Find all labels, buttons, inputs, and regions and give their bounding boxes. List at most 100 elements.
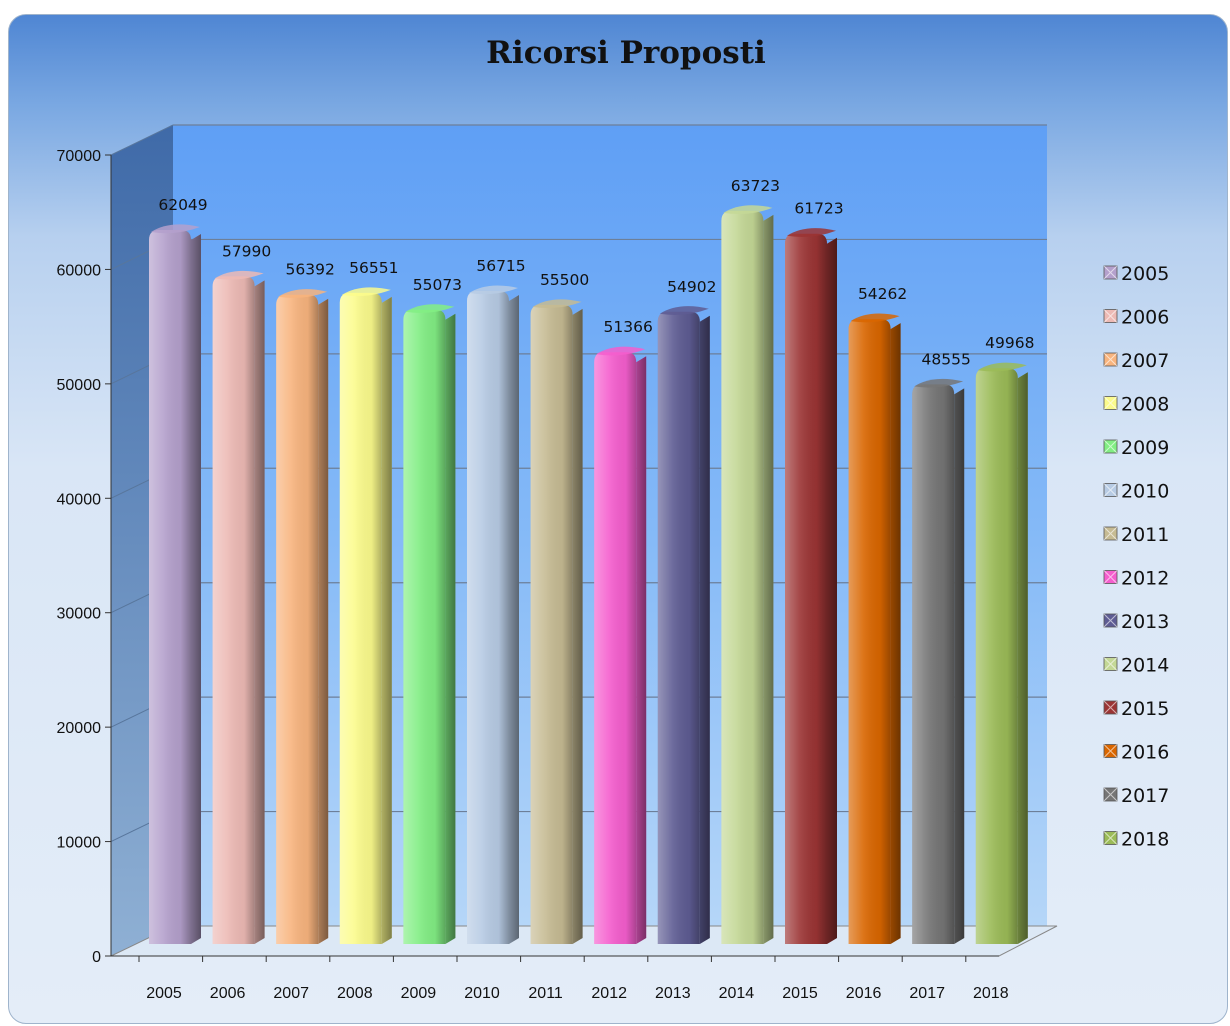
bar-top — [596, 346, 646, 356]
bar-side-shade — [254, 280, 265, 944]
bar-top — [787, 228, 836, 237]
y-tick-label: 50000 — [57, 377, 102, 394]
data-label: 63723 — [731, 177, 780, 195]
bar-top — [469, 285, 518, 295]
x-tick-label: 2011 — [528, 985, 563, 1002]
x-tick-label: 2010 — [464, 985, 500, 1002]
bar-chart: Ricorsi Proposti 0 10000 20000 30000 40000 50… — [57, 35, 1170, 1002]
bar-top — [278, 289, 328, 298]
bar-shade — [912, 384, 955, 944]
legend-swatch-shade — [1103, 657, 1118, 671]
legend-swatch-shade — [1103, 570, 1118, 584]
data-label: 51366 — [604, 318, 653, 336]
bar-shade — [721, 210, 764, 945]
x-tick-label: 2017 — [909, 985, 945, 1002]
bar-top — [659, 306, 709, 315]
bar-top — [850, 313, 900, 323]
data-label: 54262 — [858, 285, 907, 303]
bar-shade — [212, 276, 255, 944]
gridline-side — [110, 124, 174, 156]
bar-top — [723, 205, 773, 215]
y-tick-label: 10000 — [57, 835, 102, 852]
legend-swatch-shade — [1103, 265, 1118, 280]
bar-shade — [339, 292, 382, 944]
x-tick-label: 2007 — [273, 985, 309, 1002]
bar-top — [151, 224, 200, 234]
bar-shade — [467, 291, 509, 944]
legend-entry: 2011 — [1121, 524, 1169, 546]
x-tick-label: 2006 — [210, 985, 246, 1002]
bar-side-shade — [509, 295, 519, 944]
x-tick-label: 2005 — [146, 985, 182, 1002]
bar-side-shade — [763, 214, 774, 945]
bar-side-shade — [699, 315, 710, 944]
x-tick-label: 2015 — [782, 985, 818, 1002]
bar-top — [214, 270, 264, 280]
legend-swatch-shade — [1103, 483, 1118, 497]
bar-side-shade — [318, 298, 329, 945]
data-label: 55500 — [540, 271, 589, 289]
legend-entry: 2014 — [1121, 655, 1169, 677]
y-tick-label: 40000 — [57, 491, 102, 508]
legend-swatch-shade — [1103, 831, 1118, 845]
bar-shade — [276, 294, 319, 945]
x-tick-label: 2014 — [719, 985, 755, 1002]
data-label: 56392 — [286, 261, 335, 279]
bar-side-shade — [890, 323, 901, 945]
bar-top — [914, 378, 964, 388]
legend-swatch-shade — [1103, 352, 1118, 367]
x-tick-label: 2018 — [973, 985, 1009, 1002]
x-tick-label: 2012 — [591, 985, 627, 1002]
bar-shade — [657, 311, 700, 944]
bar-shade — [530, 304, 573, 945]
bar-side-shade — [445, 313, 456, 945]
data-label: 56551 — [349, 259, 398, 277]
legend-entry: 2005 — [1121, 263, 1169, 285]
x-tick-label: 2016 — [846, 985, 882, 1002]
y-tick-label: 70000 — [57, 148, 102, 165]
legend-swatch-shade — [1103, 613, 1118, 628]
data-label: 55073 — [413, 276, 462, 294]
data-label: 54902 — [667, 278, 716, 296]
data-label: 61723 — [794, 200, 843, 218]
bar-side-shade — [954, 388, 965, 944]
y-tick-label: 0 — [92, 949, 101, 966]
bar-shade — [403, 309, 446, 945]
x-tick-label: 2009 — [401, 985, 437, 1002]
legend-entry: 2018 — [1121, 829, 1169, 851]
legend-swatch-shade — [1103, 700, 1118, 715]
y-tick-label: 30000 — [57, 606, 102, 623]
data-label: 49968 — [985, 334, 1034, 352]
bar-side-shade — [1017, 372, 1028, 944]
legend-entry: 2007 — [1121, 350, 1169, 372]
data-label: 48555 — [922, 350, 971, 368]
legend-entry: 2016 — [1121, 742, 1169, 764]
bar-side-shade — [381, 296, 392, 944]
legend-entry: 2006 — [1121, 307, 1169, 329]
x-tick-label: 2013 — [655, 985, 691, 1002]
bar-shade — [848, 319, 891, 945]
legend-entry: 2008 — [1121, 394, 1169, 416]
data-label: 56715 — [476, 257, 525, 275]
bar-side-shade — [191, 233, 201, 944]
data-label: 57990 — [222, 242, 271, 260]
bar-side-shade — [827, 237, 837, 944]
x-tick-label: 2008 — [337, 985, 373, 1002]
legend-swatch-shade — [1103, 744, 1118, 758]
legend-entry: 2015 — [1121, 698, 1169, 720]
bar-side-shade — [636, 356, 647, 944]
legend-entry: 2009 — [1121, 437, 1169, 459]
bar-shade — [975, 368, 1018, 944]
legend-swatch-shade — [1103, 309, 1118, 323]
y-tick-label: 60000 — [57, 262, 102, 279]
chart-title: Ricorsi Proposti — [486, 35, 766, 71]
chart-frame: Ricorsi Proposti 0 10000 20000 30000 40000 50… — [8, 14, 1228, 1024]
legend-entry: 2017 — [1121, 785, 1169, 807]
bar-side-shade — [572, 308, 583, 945]
data-label: 62049 — [158, 196, 207, 214]
legend-swatch-shade — [1103, 526, 1118, 541]
bar-top — [405, 304, 455, 314]
bar-top — [532, 299, 582, 309]
bar-shade — [149, 229, 191, 944]
legend-swatch-shade — [1103, 787, 1118, 802]
